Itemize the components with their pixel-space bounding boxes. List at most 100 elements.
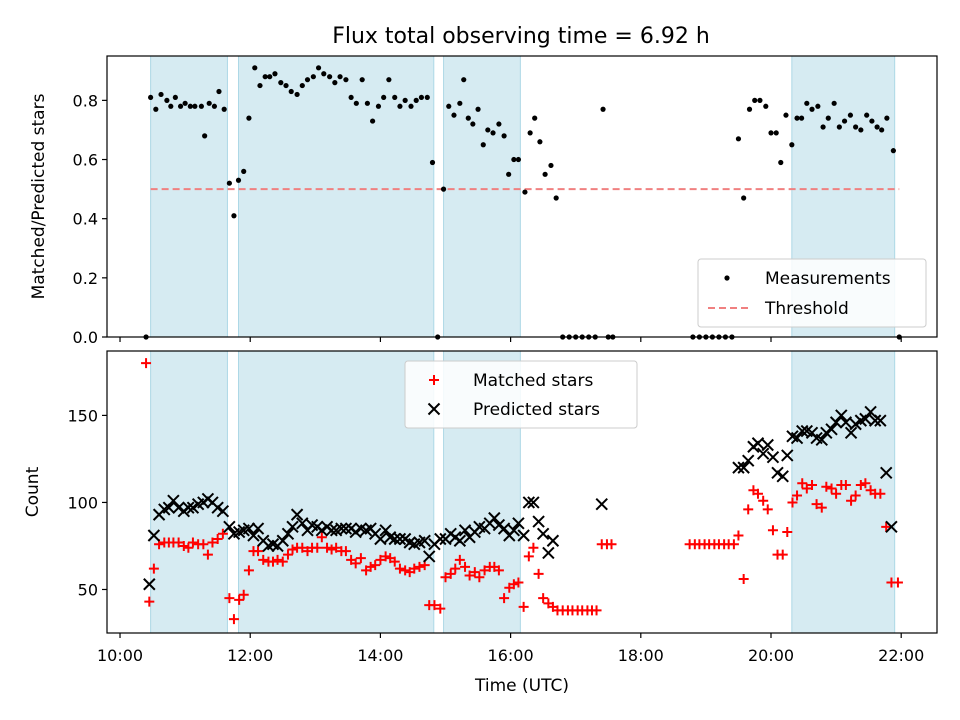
matched-star-point	[606, 539, 617, 550]
measurement-point	[451, 112, 457, 118]
matched-star-point	[538, 593, 549, 604]
measurement-point	[884, 115, 890, 121]
shaded-interval	[150, 350, 228, 634]
measurement-point	[211, 103, 218, 109]
measurement-point	[794, 115, 800, 121]
predicted-star-point	[796, 424, 809, 438]
matched-star-point	[238, 589, 249, 600]
matched-star-point	[414, 561, 425, 572]
measurement-point	[408, 103, 414, 109]
predicted-star-point	[546, 534, 560, 547]
predicted-star-point	[223, 520, 236, 534]
measurement-point	[831, 100, 837, 106]
matched-star-point	[454, 554, 465, 565]
measurement-point	[198, 103, 204, 109]
predicted-star-point	[434, 532, 447, 546]
predicted-star-point	[776, 470, 789, 483]
measurement-point	[809, 106, 815, 112]
predicted-star-point	[737, 461, 750, 474]
predicted-star-point	[761, 438, 774, 452]
predicted-star-point	[815, 433, 828, 446]
matched-star-point	[782, 527, 793, 538]
matched-star-point	[268, 556, 278, 567]
shaded-interval	[791, 350, 896, 634]
measurement-point	[304, 77, 311, 83]
x-tick-label: 22:00	[878, 646, 924, 665]
measurement-point	[752, 97, 758, 103]
measurement-point	[485, 127, 491, 133]
measurement-point	[294, 91, 300, 98]
measurement-point	[231, 213, 237, 219]
matched-star-point	[464, 570, 475, 581]
y-tick-label: 150	[67, 406, 98, 425]
matched-star-point	[380, 551, 391, 562]
matched-star-point	[409, 563, 420, 574]
measurement-point	[187, 103, 193, 109]
predicted-star-point	[339, 522, 353, 535]
predicted-star-point	[839, 416, 853, 429]
predicted-star-point	[388, 532, 401, 546]
measurement-point	[332, 80, 338, 86]
predicted-star-point	[829, 416, 843, 429]
measurement-point	[348, 94, 354, 101]
matched-star-point	[322, 542, 333, 553]
matched-star-point	[801, 483, 812, 494]
y-axis-label: Matched/Predicted stars	[29, 93, 49, 299]
measurement-point	[392, 94, 398, 101]
measurement-point	[841, 118, 848, 124]
predicted-star-point	[423, 550, 436, 563]
matched-star-point	[375, 554, 386, 565]
shaded-interval	[150, 55, 228, 338]
matched-star-point	[144, 596, 155, 607]
measurement-point	[288, 88, 294, 95]
measurement-point	[172, 94, 178, 101]
x-axis-label: Time (UTC)	[474, 676, 569, 696]
measurement-point	[446, 103, 452, 109]
matched-star-point	[881, 521, 892, 532]
measurement-point	[381, 94, 387, 101]
measurement-point	[465, 115, 471, 121]
predicted-star-point	[522, 496, 536, 509]
matched-star-point	[591, 605, 602, 616]
predicted-star-point	[507, 524, 521, 537]
measurement-point	[182, 100, 188, 106]
measurement-point	[418, 94, 425, 101]
predicted-star-point	[751, 437, 765, 450]
measurement-point	[216, 88, 222, 95]
x-tick-label: 20:00	[748, 646, 794, 665]
measurement-point	[158, 91, 164, 98]
predicted-star-point	[864, 405, 877, 419]
y-tick-label: 0.6	[73, 151, 98, 170]
measurement-point	[869, 118, 875, 124]
measurement-point	[542, 171, 548, 177]
matched-star-point	[855, 480, 866, 491]
predicted-star-point	[453, 534, 467, 547]
measurement-point	[820, 124, 826, 130]
matched-star-point	[811, 499, 822, 510]
matched-star-point	[752, 488, 763, 499]
measurement-point	[278, 80, 284, 86]
ratio-plot: 0.0 0.2 0.4 0.6 0.8 Matched/Predicted stars Me…	[29, 55, 938, 347]
predicted-star-point	[595, 497, 608, 511]
measurement-point	[783, 112, 789, 118]
predicted-star-point	[844, 426, 858, 440]
measurement-point	[858, 127, 864, 133]
matched-star-point	[435, 603, 446, 614]
predicted-star-point	[296, 517, 309, 530]
measurement-point	[768, 130, 774, 136]
matched-star-point	[792, 490, 803, 501]
measurement-point	[763, 103, 769, 109]
matched-star-point	[533, 568, 544, 579]
predicted-star-point	[756, 447, 770, 460]
predicted-star-point	[374, 532, 387, 546]
predicted-star-point	[251, 522, 265, 535]
matched-star-point	[850, 490, 861, 501]
count-plot: 50 100 150 10:00 12:00 14:00 16:00 18:00 20:00 22…	[23, 350, 938, 696]
matched-star-point	[797, 478, 808, 489]
predicted-star-point	[835, 409, 848, 422]
measurement-point	[310, 74, 316, 80]
matched-star-point	[272, 554, 283, 565]
measurement-point	[386, 77, 392, 83]
matched-star-point	[297, 542, 308, 553]
axes-frame	[106, 55, 938, 338]
